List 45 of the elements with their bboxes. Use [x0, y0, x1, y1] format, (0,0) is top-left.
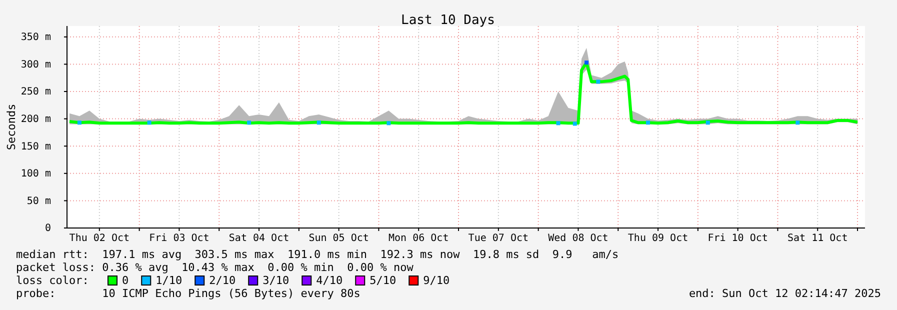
- point: [584, 60, 589, 65]
- y-tick-label: 50 m: [26, 196, 51, 207]
- text: median rtt: 197.1 ms avg 303.5 ms max 191.0 ms min 192.3 ms now 19.8 ms sd 9.9 am/s: [16, 248, 619, 261]
- point: [316, 120, 321, 125]
- text: probe: 10 ICMP Echo Pings (56 Bytes) every 80s: [16, 287, 360, 300]
- point: [386, 121, 391, 126]
- legend-label: 9/10: [423, 274, 450, 287]
- y-tick-label: 350 m: [20, 32, 51, 44]
- x-tick-label: Sat 11 Oct: [788, 233, 848, 244]
- y-tick-label: 100 m: [20, 168, 51, 180]
- point: [646, 120, 650, 125]
- legend-label: 3/10: [262, 274, 290, 287]
- y-tick-label: 250 m: [20, 86, 51, 98]
- x-tick-label: Sat 04 Oct: [228, 233, 290, 244]
- y-tick-label: 200 m: [20, 114, 51, 126]
- legend-title: loss color:: [16, 274, 89, 287]
- x-tick-label: Wed 08 Oct: [548, 233, 608, 244]
- point: [77, 120, 82, 125]
- x-tick-label: Fri 10 Oct: [708, 233, 768, 244]
- y-axis-title: Seconds: [5, 104, 18, 150]
- x-tick-label: Thu 02 Oct: [69, 233, 130, 244]
- legend-label: 4/10: [316, 274, 343, 287]
- point: [247, 120, 252, 125]
- text: packet loss: 0.36 % avg 10.43 % max 0.00 % min 0.00 % now: [16, 261, 414, 274]
- legend-label: 5/10: [370, 274, 396, 287]
- point: [572, 122, 577, 126]
- legend-label: 1/10: [156, 274, 182, 287]
- x-tick-label: Fri 03 Oct: [149, 233, 210, 244]
- chart-title: Last 10 Days: [401, 13, 495, 28]
- y-tick-label: 300 m: [20, 59, 51, 70]
- point: [706, 120, 710, 125]
- text: end: Sun Oct 12 02:14:47 2025: [688, 287, 881, 300]
- x-tick-label: Thu 09 Oct: [628, 233, 688, 244]
- line-series: [68, 61, 860, 125]
- point: [796, 120, 800, 125]
- x-tick-label: Tue 07 Oct: [468, 233, 529, 244]
- point: [596, 80, 600, 84]
- x-tick-label: Sun 05 Oct: [308, 233, 369, 244]
- point: [556, 121, 560, 126]
- legend-label: 0: [122, 274, 129, 287]
- legend-label: 2/10: [209, 274, 236, 287]
- point: [147, 120, 152, 125]
- y-tick-label: 0: [44, 223, 51, 234]
- x-tick-label: Mon 06 Oct: [388, 233, 449, 244]
- y-tick-label: 150 m: [20, 141, 51, 152]
